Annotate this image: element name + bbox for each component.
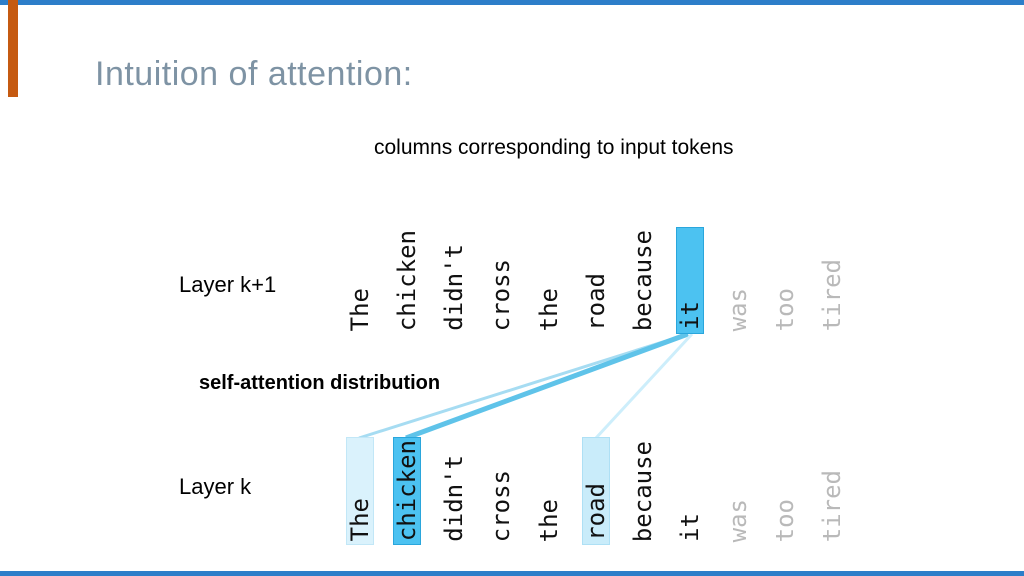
self-attention-label: self-attention distribution [199, 372, 441, 394]
token-tired-k: tired [818, 437, 846, 545]
token-text: was [723, 498, 752, 542]
token-text: it [676, 301, 705, 330]
token-text: tired [818, 469, 847, 542]
columns-caption: columns corresponding to input tokens [374, 136, 734, 159]
token-cross-k: cross [487, 437, 515, 545]
token-was-k: was [724, 437, 752, 545]
token-text: the [534, 498, 563, 542]
token-text: cross [487, 469, 516, 542]
slide-top-border [0, 0, 1024, 5]
token-text: chicken [392, 229, 421, 331]
slide-bottom-border [0, 571, 1024, 576]
token-text: the [534, 287, 563, 331]
token-text: too [771, 498, 800, 542]
token-text: The [345, 287, 374, 331]
token-text: cross [487, 258, 516, 331]
token-text: was [723, 287, 752, 331]
slide-title: Intuition of attention: [95, 55, 413, 93]
token-the2-k: the [535, 437, 563, 545]
token-tired-k1: tired [818, 227, 846, 334]
token-text: chicken [392, 439, 421, 541]
token-the-k-highlighted: The [345, 437, 374, 545]
token-the2-k1: the [535, 227, 563, 334]
token-text: didn't [440, 244, 469, 331]
token-text: tired [818, 258, 847, 331]
token-text: The [345, 497, 374, 541]
token-cross-k1: cross [487, 227, 515, 334]
token-road-k1: road [582, 227, 610, 334]
token-text: because [629, 229, 658, 331]
token-didnt-k: didn't [440, 437, 468, 545]
token-because-k1: because [629, 227, 657, 334]
token-was-k1: was [724, 227, 752, 334]
token-the-k1: The [346, 227, 374, 334]
accent-bar [8, 0, 18, 97]
layer-k1-token-row: The chicken didn't cross the road becaus… [336, 227, 856, 334]
token-text: road [581, 483, 610, 541]
attention-line-it-chicken [405, 331, 689, 441]
token-it-k1-highlighted: it [676, 227, 705, 334]
token-road-k-highlighted: road [581, 437, 610, 545]
token-too-k1: too [771, 227, 799, 334]
token-because-k: because [629, 437, 657, 545]
token-chicken-k-highlighted: chicken [392, 437, 421, 545]
token-text: it [676, 513, 705, 542]
token-text: because [629, 440, 658, 542]
token-chicken-k1: chicken [393, 227, 421, 334]
token-it-k: it [676, 437, 704, 545]
attention-line-it-road [594, 332, 694, 440]
token-too-k: too [771, 437, 799, 545]
token-text: didn't [440, 455, 469, 542]
token-text: too [771, 287, 800, 331]
layer-k-label: Layer k [179, 474, 252, 499]
layer-k1-label: Layer k+1 [179, 272, 277, 297]
token-text: road [581, 273, 610, 331]
token-didnt-k1: didn't [440, 227, 468, 334]
layer-k-token-row: The chicken didn't cross the road becaus… [336, 437, 856, 545]
